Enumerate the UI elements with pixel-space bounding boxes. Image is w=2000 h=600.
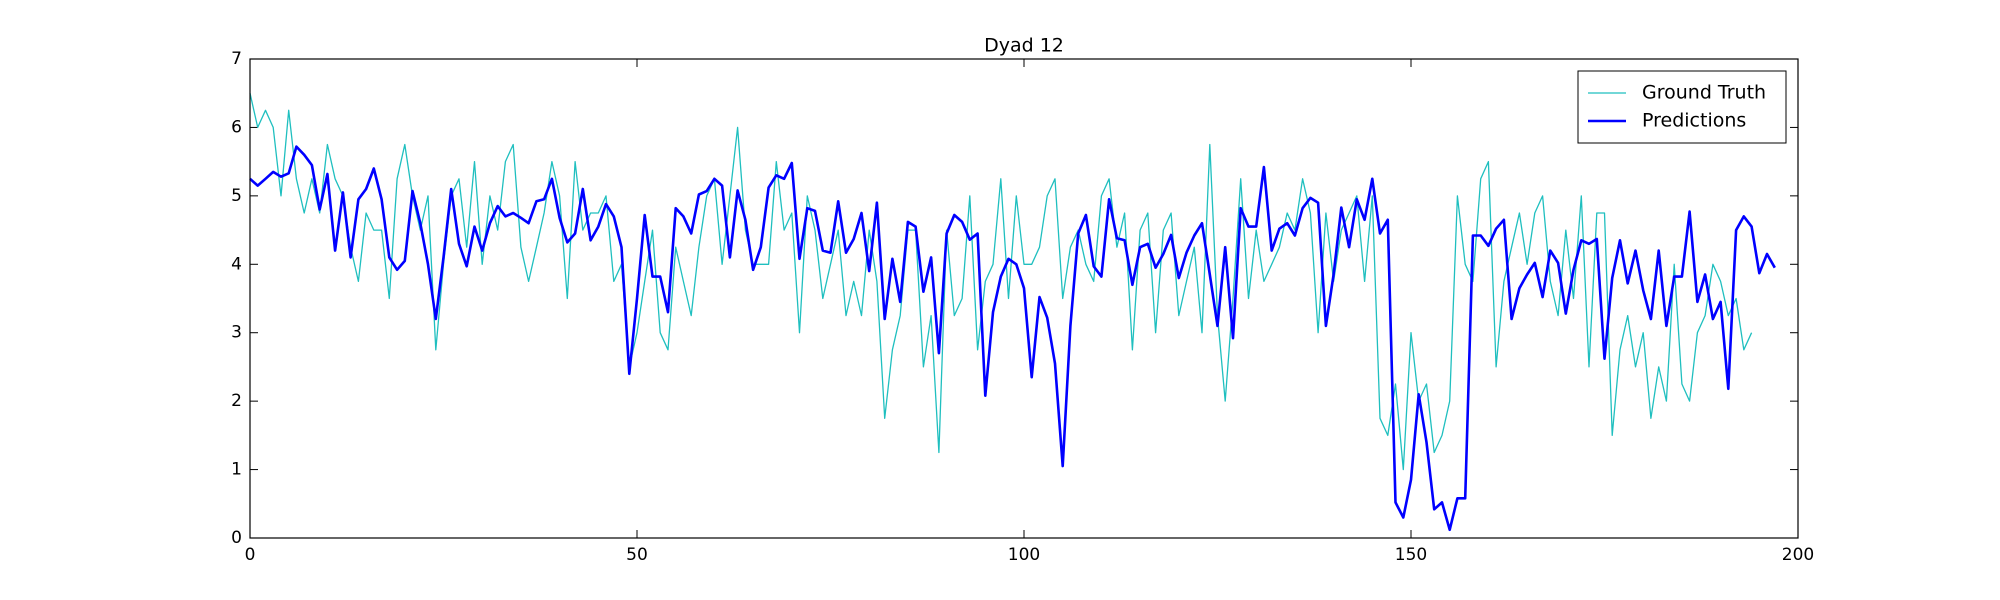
legend-label: Ground Truth (1642, 82, 1766, 104)
x-tick-label: 0 (245, 545, 256, 565)
legend-box (1577, 70, 1787, 144)
y-tick-label: 5 (231, 186, 242, 206)
y-tick-label: 0 (231, 528, 242, 548)
y-tick-label: 1 (231, 460, 242, 480)
x-tick-label: 50 (626, 545, 648, 565)
y-tick-label: 7 (231, 49, 242, 69)
y-tick-label: 4 (231, 254, 242, 274)
legend-label: Predictions (1642, 110, 1746, 132)
plot-frame (249, 58, 1799, 539)
x-tick-label: 150 (1395, 545, 1427, 565)
series-line (249, 145, 1776, 532)
y-tick-label: 6 (231, 117, 242, 137)
x-tick-label: 200 (1782, 545, 1814, 565)
chart-title: Dyad 12 (984, 35, 1064, 57)
series-line (249, 93, 1753, 471)
y-tick-label: 3 (231, 323, 242, 343)
y-tick-label: 2 (231, 391, 242, 411)
x-tick-label: 100 (1008, 545, 1040, 565)
